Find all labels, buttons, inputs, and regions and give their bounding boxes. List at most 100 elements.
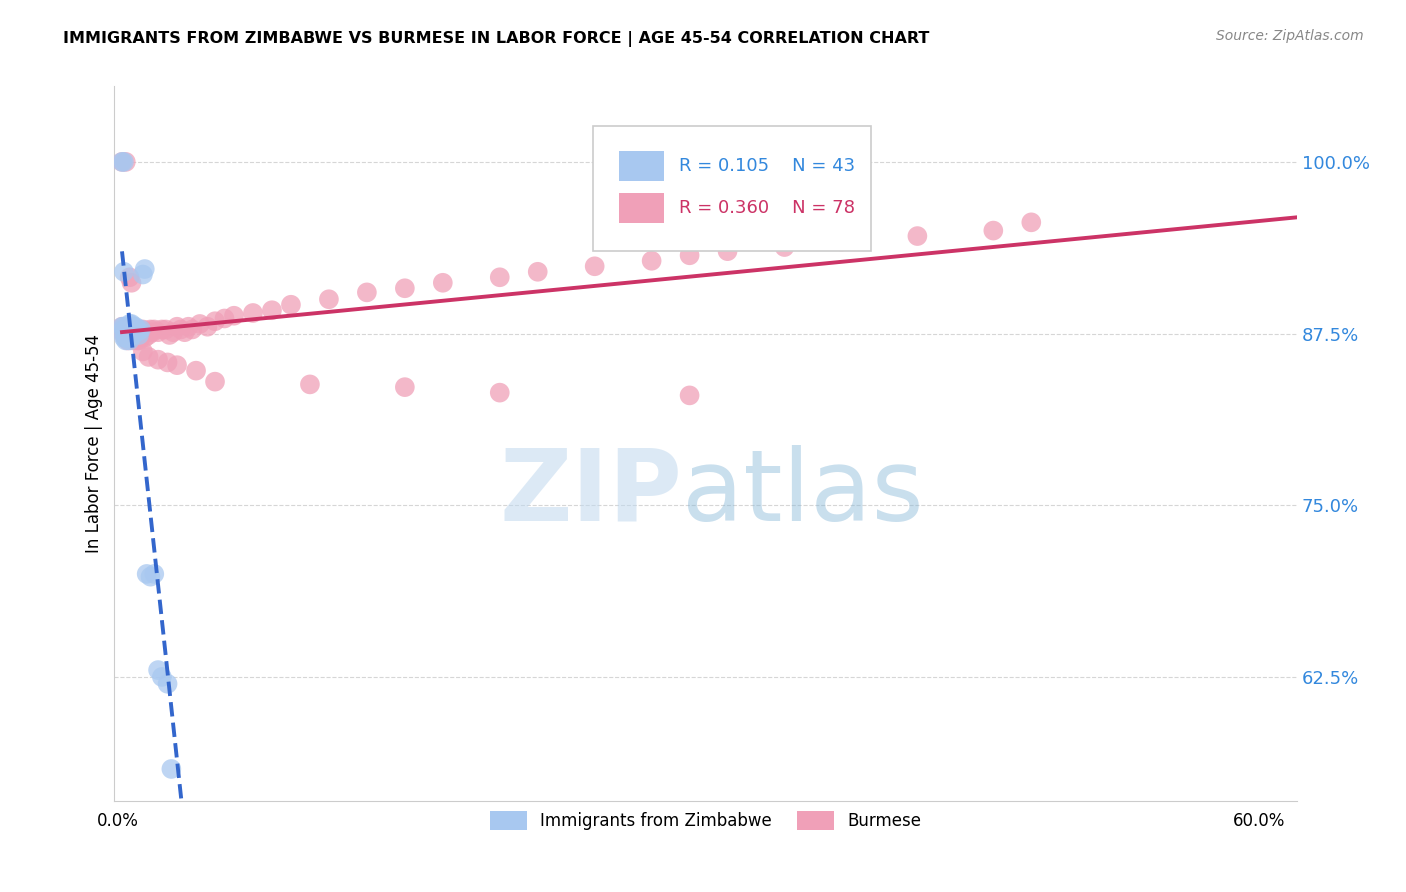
FancyBboxPatch shape [620, 151, 665, 181]
Point [128, 328, 150, 343]
Point [118, 325, 141, 339]
Point [117, 331, 139, 345]
Point [124, 325, 146, 339]
Point [394, 281, 416, 295]
Point [112, 326, 135, 341]
Point [111, 319, 134, 334]
Point [132, 322, 155, 336]
Text: R = 0.105    N = 43: R = 0.105 N = 43 [679, 157, 855, 175]
Point [260, 303, 283, 318]
Point [114, 331, 136, 345]
Point [117, 326, 139, 341]
Point [526, 265, 548, 279]
Point [135, 325, 157, 339]
Point [135, 566, 157, 581]
Point [117, 334, 139, 348]
Point [432, 276, 454, 290]
Point [112, 265, 135, 279]
Point [127, 328, 149, 343]
Point [114, 326, 136, 341]
Point [118, 270, 141, 285]
Point [173, 325, 195, 339]
Point [121, 317, 143, 331]
Point [678, 388, 700, 402]
Point [716, 244, 738, 259]
Legend: Immigrants from Zimbabwe, Burmese: Immigrants from Zimbabwe, Burmese [482, 803, 929, 838]
Point [122, 324, 145, 338]
Point [138, 328, 160, 343]
Point [318, 292, 340, 306]
Text: Source: ZipAtlas.com: Source: ZipAtlas.com [1216, 29, 1364, 43]
Y-axis label: In Labor Force | Age 45-54: In Labor Force | Age 45-54 [86, 334, 103, 553]
Point [128, 334, 150, 348]
Point [160, 762, 183, 776]
Point [640, 253, 662, 268]
Point [156, 677, 179, 691]
Point [143, 322, 166, 336]
Point [181, 322, 204, 336]
Point [111, 319, 134, 334]
Point [128, 324, 150, 338]
Point [139, 322, 162, 336]
Text: IMMIGRANTS FROM ZIMBABWE VS BURMESE IN LABOR FORCE | AGE 45-54 CORRELATION CHART: IMMIGRANTS FROM ZIMBABWE VS BURMESE IN L… [63, 31, 929, 47]
Point [678, 248, 700, 262]
Point [117, 325, 139, 339]
Point [132, 344, 155, 359]
Point [138, 350, 160, 364]
Text: 0.0%: 0.0% [97, 812, 139, 830]
Point [166, 358, 188, 372]
Point [118, 317, 141, 331]
FancyBboxPatch shape [620, 194, 665, 224]
Point [981, 223, 1004, 237]
Point [121, 276, 143, 290]
Point [127, 334, 149, 348]
Text: R = 0.360    N = 78: R = 0.360 N = 78 [679, 200, 855, 218]
Point [150, 322, 173, 336]
Point [139, 570, 162, 584]
FancyBboxPatch shape [593, 126, 872, 251]
Point [112, 155, 135, 169]
Point [146, 352, 169, 367]
Point [488, 385, 510, 400]
Point [122, 325, 145, 339]
Text: 60.0%: 60.0% [1233, 812, 1285, 830]
Point [222, 309, 245, 323]
Point [204, 375, 226, 389]
Point [112, 319, 135, 334]
Point [114, 325, 136, 339]
Point [146, 325, 169, 339]
Point [124, 319, 146, 334]
Point [129, 325, 152, 339]
Point [830, 235, 852, 249]
Point [112, 322, 135, 336]
Point [122, 322, 145, 336]
Point [117, 328, 139, 343]
Point [112, 331, 135, 345]
Point [155, 322, 177, 336]
Point [298, 377, 321, 392]
Point [188, 317, 211, 331]
Point [118, 325, 141, 339]
Point [356, 285, 378, 300]
Point [122, 334, 145, 348]
Point [204, 314, 226, 328]
Point [124, 331, 146, 345]
Point [118, 326, 141, 341]
Point [121, 324, 143, 338]
Point [280, 298, 302, 312]
Point [177, 319, 200, 334]
Point [150, 670, 173, 684]
Point [905, 229, 928, 244]
Point [118, 331, 141, 345]
Point [121, 328, 143, 343]
Point [132, 268, 155, 282]
Point [214, 311, 236, 326]
Point [121, 322, 143, 336]
Point [114, 331, 136, 345]
Point [141, 325, 163, 339]
Point [583, 260, 606, 274]
Point [143, 566, 166, 581]
Text: ZIP: ZIP [499, 445, 682, 542]
Point [146, 663, 169, 677]
Point [166, 319, 188, 334]
